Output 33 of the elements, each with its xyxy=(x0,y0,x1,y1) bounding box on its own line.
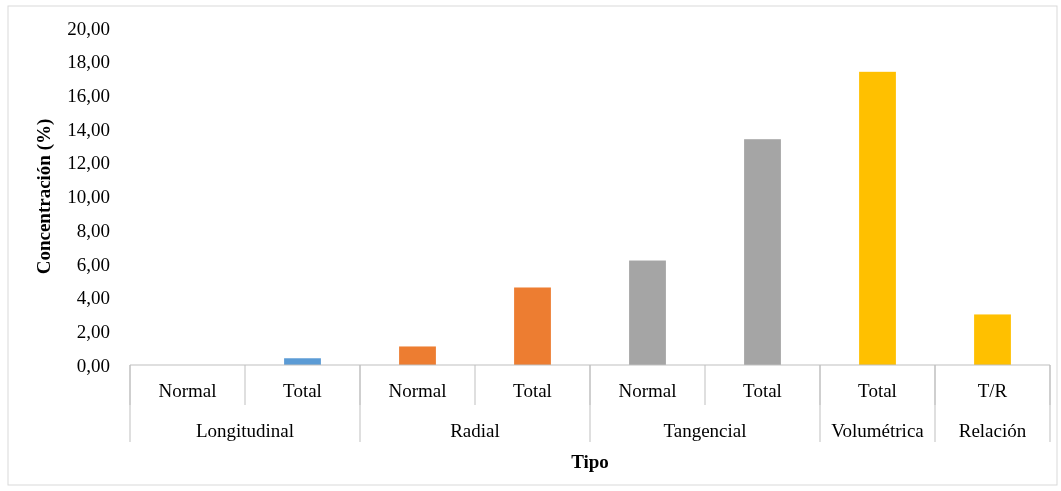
bar xyxy=(284,358,321,365)
x-tick-label: Total xyxy=(858,380,897,401)
x-tick-label: Total xyxy=(283,380,322,401)
bar xyxy=(859,71,896,365)
bar xyxy=(514,287,551,365)
bar xyxy=(399,346,436,365)
text: Relación xyxy=(958,420,1027,441)
x-axis-title: Tipo xyxy=(571,451,609,472)
bar xyxy=(974,314,1011,365)
x-tick-label: Total xyxy=(743,380,782,401)
y-axis-title: Concentración (%) xyxy=(33,118,55,275)
y-tick-label: 2,00 xyxy=(76,320,110,342)
text: Radial xyxy=(450,420,500,441)
text: Volumétrica xyxy=(831,420,925,441)
bar xyxy=(629,260,666,365)
y-tick-label: 6,00 xyxy=(76,253,110,275)
y-tick-label: 20,00 xyxy=(67,17,110,39)
y-tick-label: 12,00 xyxy=(67,152,110,174)
y-tick-label: 14,00 xyxy=(67,118,110,140)
text: Longitudinal xyxy=(195,420,295,441)
y-tick-label: 18,00 xyxy=(67,51,110,73)
y-tick-label: 16,00 xyxy=(67,85,110,107)
y-tick-label: 8,00 xyxy=(76,219,110,241)
x-tick-label: Normal xyxy=(618,380,677,401)
y-tick-label: 10,00 xyxy=(67,186,110,208)
y-tick-label: 4,00 xyxy=(76,287,110,309)
y-tick-label: 0,00 xyxy=(76,354,110,376)
bar xyxy=(744,139,781,365)
x-tick-label: Normal xyxy=(388,380,447,401)
text: Tangencial xyxy=(663,420,747,441)
x-tick-label: T/R xyxy=(977,380,1008,401)
x-tick-label: Total xyxy=(513,380,552,401)
x-tick-label: Normal xyxy=(158,380,217,401)
